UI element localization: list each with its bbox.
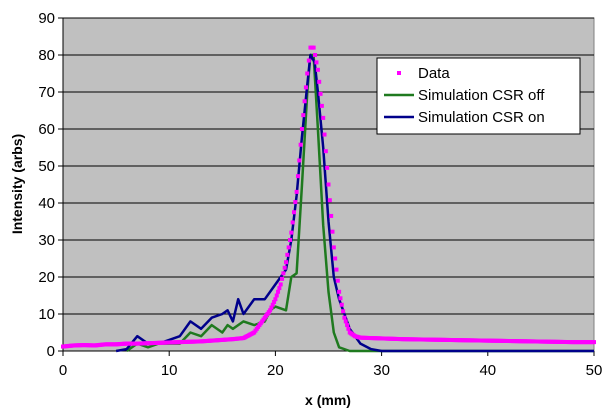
data-point	[297, 158, 302, 163]
data-point	[278, 282, 283, 287]
data-point	[345, 323, 350, 328]
data-point	[315, 67, 320, 72]
y-tick-label: 90	[38, 10, 55, 27]
data-point	[342, 315, 347, 320]
data-point	[306, 58, 311, 63]
data-point	[314, 60, 319, 65]
x-tick-label: 40	[479, 362, 496, 379]
x-tick-label: 20	[267, 362, 284, 379]
legend-item-data: Data	[397, 65, 450, 82]
data-point	[335, 278, 340, 283]
data-point	[317, 79, 322, 84]
data-point	[321, 115, 326, 120]
data-point	[318, 91, 323, 96]
legend-label: Data	[418, 65, 450, 82]
x-tick-label: 10	[161, 362, 178, 379]
data-point	[330, 229, 335, 234]
data-point	[334, 267, 339, 272]
data-point	[277, 286, 282, 291]
data-point	[337, 289, 342, 294]
data-point	[290, 220, 295, 225]
data-point	[323, 149, 328, 154]
x-tick-label: 30	[373, 362, 390, 379]
x-axis: 0 10 20 30 40 50	[59, 350, 603, 379]
legend-label: Simulation CSR off	[418, 87, 545, 104]
data-point	[319, 103, 324, 108]
data-point	[333, 256, 338, 261]
x-tick-label: 0	[59, 362, 67, 379]
legend-label: Simulation CSR on	[418, 109, 545, 126]
data-point	[343, 319, 348, 324]
data-point	[301, 113, 306, 118]
data-point	[339, 302, 344, 307]
data-point	[288, 238, 293, 242]
data-point	[281, 271, 286, 276]
y-tick-label: 40	[38, 195, 55, 212]
data-point	[284, 260, 289, 265]
y-tick-label: 80	[38, 47, 55, 64]
data-point	[270, 302, 275, 307]
data-point	[326, 182, 331, 187]
data-point	[299, 127, 304, 131]
y-tick-label: 0	[47, 343, 55, 360]
data-point	[269, 305, 274, 310]
y-tick-label: 30	[38, 232, 55, 249]
data-point	[322, 132, 327, 137]
y-tick-label: 60	[38, 121, 55, 138]
data-point	[338, 296, 343, 301]
data-point	[272, 299, 277, 304]
y-axis-title: Intensity (arbs)	[9, 134, 25, 234]
data-point	[302, 99, 307, 104]
data-point	[273, 297, 278, 302]
x-axis-title: x (mm)	[305, 392, 351, 408]
data-point	[303, 85, 308, 90]
series-line	[115, 53, 594, 353]
data-point	[274, 293, 279, 298]
data-point	[280, 276, 285, 281]
y-tick-label: 10	[38, 306, 55, 323]
series-data	[61, 45, 596, 349]
legend-item-simulation-csr-off: Simulation CSR off	[384, 87, 545, 104]
y-tick-label: 50	[38, 158, 55, 175]
series-layer	[61, 45, 596, 353]
series-simulation-csr-on	[115, 53, 594, 353]
data-point	[289, 230, 294, 235]
legend: Data Simulation CSR off Simulation CSR on	[376, 57, 581, 135]
data-point	[285, 252, 290, 257]
y-tick-label: 20	[38, 269, 55, 286]
x-tick-label: 50	[586, 362, 603, 379]
data-point	[341, 309, 346, 314]
data-point	[268, 308, 273, 313]
data-point	[294, 189, 299, 194]
data-point	[298, 142, 303, 147]
legend-swatch	[397, 71, 401, 75]
data-point	[346, 326, 351, 331]
data-point	[325, 165, 330, 170]
data-point	[305, 71, 310, 76]
data-point	[311, 45, 316, 50]
y-tick-label: 70	[38, 84, 55, 101]
data-point	[276, 289, 281, 294]
data-point	[592, 340, 596, 345]
data-point	[327, 198, 332, 203]
data-point	[331, 245, 336, 250]
data-point	[282, 265, 287, 270]
data-point	[291, 210, 296, 215]
data-point	[295, 174, 300, 179]
legend-item-simulation-csr-on: Simulation CSR on	[384, 109, 545, 126]
data-point	[286, 245, 291, 250]
y-axis: 0 10 20 30 40 50 60 70 80 90	[38, 10, 64, 360]
data-point	[313, 53, 318, 57]
data-point	[293, 200, 298, 205]
data-point	[329, 213, 334, 218]
